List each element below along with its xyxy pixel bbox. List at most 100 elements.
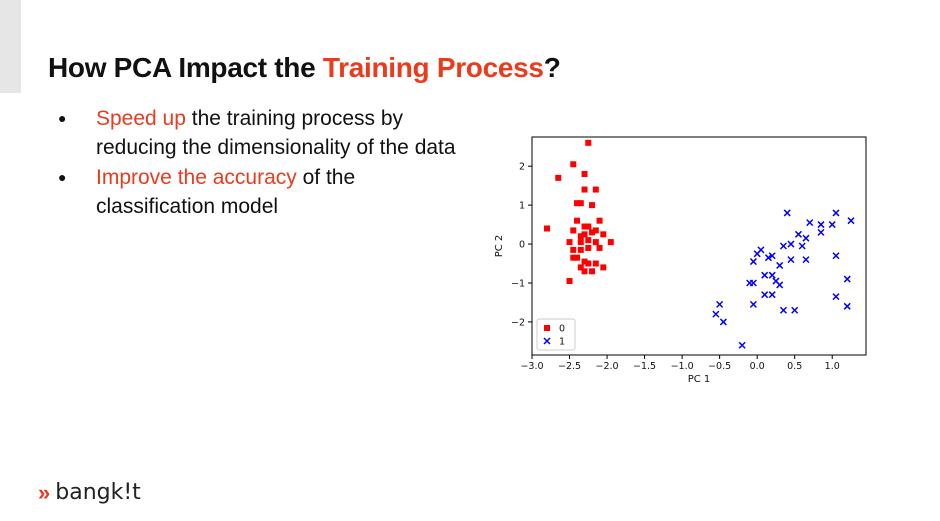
data-point-class-0: [589, 268, 596, 275]
bullet-highlight: Improve the accuracy: [96, 166, 297, 189]
data-point-class-1: [712, 310, 720, 318]
title-accent: Training Process: [322, 52, 544, 83]
data-point-class-1: [828, 221, 836, 229]
data-point-class-0: [577, 233, 584, 240]
data-point-class-1: [843, 302, 851, 310]
x-tick-label: 0.0: [750, 361, 765, 372]
data-point-class-0: [585, 244, 592, 251]
data-point-class-0: [581, 170, 588, 177]
data-point-class-1: [798, 242, 806, 250]
data-point-class-0: [596, 217, 603, 224]
legend-label: 0: [559, 324, 565, 335]
bullet-list: ● Speed up the training process by reduc…: [48, 104, 468, 222]
x-marker-stroke: [843, 302, 851, 310]
data-point-class-0: [581, 223, 588, 230]
brand-logo: » bangk!t: [38, 482, 141, 504]
x-marker-stroke: [719, 318, 727, 326]
x-marker-stroke: [776, 261, 784, 269]
data-point-class-1: [794, 230, 802, 238]
data-point-class-0: [592, 239, 599, 246]
data-point-class-1: [738, 341, 746, 349]
x-marker-stroke: [764, 254, 772, 262]
data-point-class-0: [592, 227, 599, 234]
data-point-class-0: [555, 174, 562, 181]
data-point-class-0: [592, 260, 599, 267]
x-marker-stroke: [768, 291, 776, 299]
y-tick-label: −2: [511, 317, 525, 328]
title-suffix: ?: [543, 52, 561, 83]
x-marker-stroke: [753, 250, 761, 258]
data-point-class-1: [802, 234, 810, 242]
bullet-text: the training process by reducing the dim…: [96, 107, 456, 159]
x-marker-stroke: [791, 306, 799, 314]
data-point-class-0: [600, 231, 607, 238]
data-point-class-0: [581, 231, 588, 238]
x-marker-stroke: [716, 300, 724, 308]
x-marker-stroke: [828, 221, 836, 229]
x-marker-stroke: [772, 277, 780, 285]
data-point-class-1: [802, 256, 810, 264]
y-tick-label: 2: [519, 162, 525, 173]
data-point-class-0: [574, 254, 581, 261]
x-marker-stroke: [817, 221, 825, 229]
x-marker-stroke: [749, 258, 757, 266]
x-marker-stroke: [802, 234, 810, 242]
data-point-class-0: [596, 244, 603, 251]
data-point-class-1: [843, 275, 851, 283]
data-point-class-1: [761, 291, 769, 299]
data-point-class-1: [749, 279, 757, 287]
data-point-class-1: [779, 242, 787, 250]
brand-name: bangk!t: [55, 480, 141, 505]
data-point-class-1: [768, 252, 776, 260]
data-point-class-1: [716, 300, 724, 308]
brand-mark-icon: »: [38, 480, 50, 505]
x-marker-stroke: [843, 275, 851, 283]
bullet-item: ● Speed up the training process by reduc…: [48, 104, 468, 162]
data-point-class-1: [832, 293, 840, 301]
data-point-class-0: [585, 260, 592, 267]
pca-scatter-chart: −3.0 −2.5 −2.0 −1.5 −1.0 −0.5 0.0 0.5 1.0 2 1 0 −1 −2…: [494, 136, 867, 385]
data-point-class-0: [589, 229, 596, 236]
x-tick-label: −2.0: [596, 361, 619, 372]
x-tick-label: −0.5: [708, 361, 731, 372]
x-marker-stroke: [543, 337, 551, 345]
bullet-highlight: Speed up: [96, 107, 186, 130]
data-point-class-0: [570, 246, 577, 253]
x-tick-label: −1.5: [633, 361, 656, 372]
data-point-class-1: [787, 240, 795, 248]
plot-frame: [531, 136, 867, 356]
x-marker-stroke: [761, 291, 769, 299]
slide-edge-bar: [0, 0, 21, 93]
bullet-item: ● Improve the accuracy of the classifica…: [48, 163, 468, 221]
bullet-dot-icon: ●: [58, 110, 67, 126]
data-point-class-1: [749, 300, 757, 308]
x-marker-stroke: [832, 252, 840, 260]
data-point-class-0: [570, 227, 577, 234]
x-tick-label: −3.0: [520, 361, 543, 372]
x-tick-label: −1.0: [671, 361, 694, 372]
data-point-class-1: [764, 254, 772, 262]
data-point-class-0: [577, 246, 584, 253]
legend-label: 1: [559, 337, 565, 348]
data-point-class-1: [779, 306, 787, 314]
x-marker-stroke: [787, 240, 795, 248]
y-tick-label: 1: [519, 201, 525, 212]
x-marker-stroke: [768, 252, 776, 260]
data-point-class-1: [817, 221, 825, 229]
data-point-class-1: [791, 306, 799, 314]
x-marker-stroke: [776, 281, 784, 289]
x-marker-stroke: [794, 230, 802, 238]
x-tick-label: 0.5: [787, 361, 802, 372]
x-marker-stroke: [761, 271, 769, 279]
chart-legend: 01: [536, 318, 576, 351]
x-marker-stroke: [787, 256, 795, 264]
data-point-class-0: [592, 186, 599, 193]
data-point-class-1: [768, 291, 776, 299]
data-point-class-0: [589, 202, 596, 209]
data-point-class-0: [574, 200, 581, 207]
data-point-class-0: [544, 225, 551, 232]
data-point-class-0: [566, 278, 573, 285]
data-point-class-0: [585, 223, 592, 230]
data-point-class-1: [847, 217, 855, 225]
data-point-class-0: [570, 254, 577, 261]
